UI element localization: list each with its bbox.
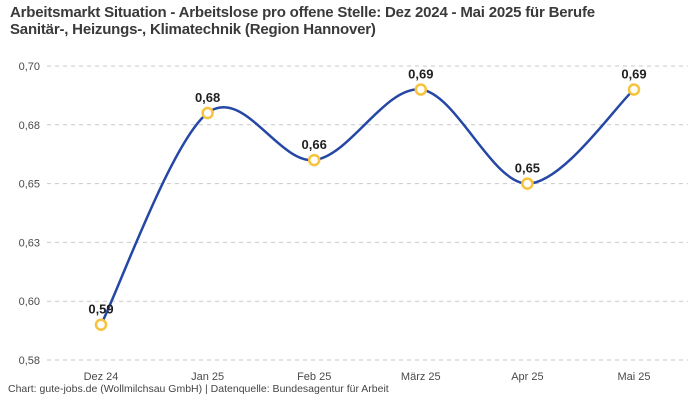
data-point-marker (414, 83, 428, 96)
y-tick-label: 0,65 (19, 179, 40, 191)
data-point-label: 0,66 (302, 137, 327, 152)
data-point-marker (201, 106, 214, 120)
data-point-marker (627, 83, 641, 96)
y-tick-label: 0,60 (19, 296, 40, 308)
data-point-label: 0,59 (88, 302, 113, 317)
x-tick-label: Mai 25 (617, 371, 650, 383)
data-point-label: 0,65 (515, 161, 540, 176)
y-tick-label: 0,63 (19, 237, 40, 249)
series-line (99, 88, 636, 326)
x-tick-label: Apr 25 (511, 371, 543, 383)
x-tick-label: März 25 (401, 371, 441, 383)
data-point-label: 0,69 (621, 67, 646, 82)
chart-source: Chart: gute-jobs.de (Wollmilchsau GmbH) … (8, 383, 389, 395)
y-tick-label: 0,68 (19, 120, 40, 132)
x-tick-label: Feb 25 (297, 371, 331, 383)
data-point-marker (521, 177, 534, 190)
data-point-marker (94, 318, 108, 331)
x-tick-label: Jan 25 (191, 371, 224, 383)
x-tick-label: Dez 24 (84, 371, 119, 383)
data-point-marker (307, 153, 321, 167)
y-tick-label: 0,70 (19, 61, 40, 73)
y-tick-label: 0,58 (19, 355, 40, 367)
chart-title: Arbeitsmarkt Situation - Arbeitslose pro… (10, 4, 595, 38)
data-point-label: 0,69 (408, 67, 433, 82)
data-point-label: 0,68 (195, 90, 220, 105)
